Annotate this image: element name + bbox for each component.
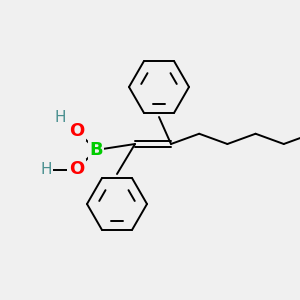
Text: O: O (69, 160, 84, 178)
Text: H: H (54, 110, 66, 124)
Text: B: B (89, 141, 103, 159)
Text: H: H (41, 162, 52, 177)
Text: O: O (69, 122, 84, 140)
